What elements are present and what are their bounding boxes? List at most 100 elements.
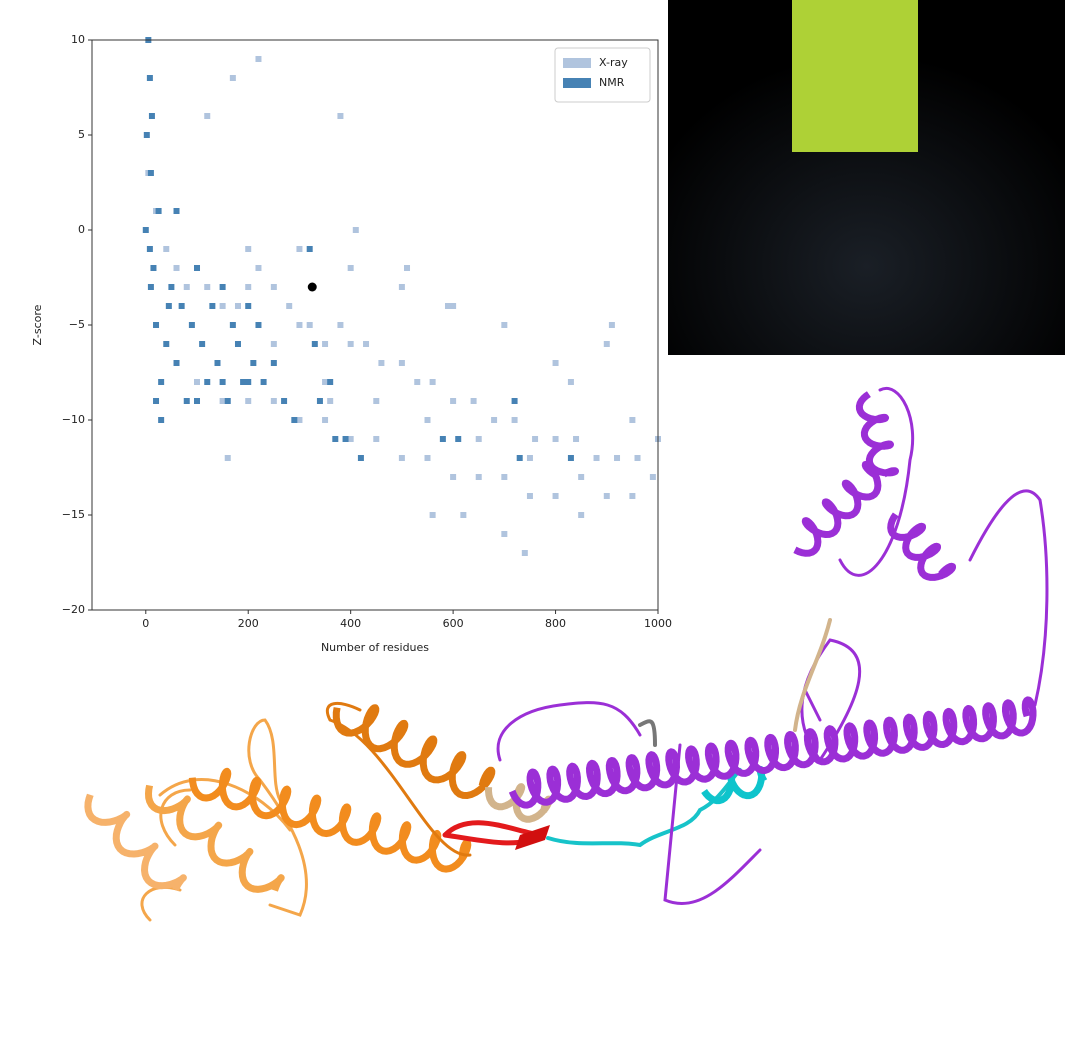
point xyxy=(614,455,621,461)
point xyxy=(337,113,344,119)
point xyxy=(234,303,241,309)
x-axis-label: Number of residues xyxy=(321,641,429,654)
helix xyxy=(332,704,496,799)
point xyxy=(347,265,354,271)
point xyxy=(204,379,211,385)
point xyxy=(342,436,349,442)
point xyxy=(603,341,610,347)
point xyxy=(255,322,262,328)
point xyxy=(649,474,656,480)
point xyxy=(634,455,641,461)
point xyxy=(322,379,329,385)
point xyxy=(204,284,211,290)
point xyxy=(270,284,277,290)
point xyxy=(270,360,277,366)
point xyxy=(194,379,201,385)
loop xyxy=(140,718,308,922)
y-tick-label: −20 xyxy=(62,603,85,616)
point xyxy=(552,493,559,499)
point xyxy=(153,322,160,328)
loop xyxy=(638,719,657,747)
point xyxy=(516,455,523,461)
point xyxy=(147,284,154,290)
point xyxy=(194,398,201,404)
point xyxy=(173,360,180,366)
x-tick-label: 600 xyxy=(443,617,464,630)
point xyxy=(429,379,436,385)
point xyxy=(245,246,252,252)
point xyxy=(270,341,277,347)
point xyxy=(281,398,288,404)
point xyxy=(337,322,344,328)
point xyxy=(306,246,313,252)
point xyxy=(163,341,170,347)
x-tick-label: 800 xyxy=(545,617,566,630)
point xyxy=(352,227,359,233)
point xyxy=(270,398,277,404)
y-tick-label: −15 xyxy=(62,508,85,521)
legend-swatch xyxy=(563,58,591,68)
helix xyxy=(508,696,1037,809)
point xyxy=(146,246,153,252)
point xyxy=(439,436,446,442)
point xyxy=(188,322,195,328)
point xyxy=(155,208,162,214)
point xyxy=(306,322,313,328)
point xyxy=(373,398,380,404)
point xyxy=(363,341,370,347)
green-tile xyxy=(792,0,918,152)
point xyxy=(526,455,533,461)
point xyxy=(234,341,241,347)
loop xyxy=(800,386,915,763)
helix xyxy=(84,793,187,892)
point xyxy=(578,474,585,480)
point xyxy=(429,512,436,518)
point xyxy=(163,246,170,252)
helix xyxy=(188,767,472,873)
chart-background xyxy=(0,0,668,665)
y-tick-label: 10 xyxy=(71,33,85,46)
point xyxy=(470,398,477,404)
point xyxy=(142,227,149,233)
point xyxy=(229,75,236,81)
point xyxy=(491,417,498,423)
point xyxy=(404,265,411,271)
point xyxy=(629,417,636,423)
point xyxy=(501,322,508,328)
point xyxy=(511,417,518,423)
point xyxy=(398,360,405,366)
strand xyxy=(515,825,550,850)
point xyxy=(291,417,298,423)
x-tick-label: 400 xyxy=(340,617,361,630)
point xyxy=(183,284,190,290)
point xyxy=(521,550,528,556)
point xyxy=(424,455,431,461)
legend-label: NMR xyxy=(599,76,625,89)
point xyxy=(398,455,405,461)
y-tick-label: −5 xyxy=(69,318,85,331)
x-tick-label: 200 xyxy=(238,617,259,630)
point xyxy=(552,360,559,366)
point xyxy=(327,398,334,404)
point xyxy=(286,303,293,309)
point xyxy=(424,417,431,423)
y-tick-label: −10 xyxy=(62,413,85,426)
y-axis-label: Z-score xyxy=(31,304,44,345)
point xyxy=(460,512,467,518)
point xyxy=(204,113,211,119)
point xyxy=(316,398,323,404)
point xyxy=(178,303,185,309)
point xyxy=(224,455,231,461)
point xyxy=(255,56,262,62)
point xyxy=(603,493,610,499)
point xyxy=(450,474,457,480)
point xyxy=(165,303,172,309)
point xyxy=(245,398,252,404)
point xyxy=(311,341,318,347)
point xyxy=(224,398,231,404)
point xyxy=(347,436,354,442)
point xyxy=(194,265,201,271)
point xyxy=(501,531,508,537)
